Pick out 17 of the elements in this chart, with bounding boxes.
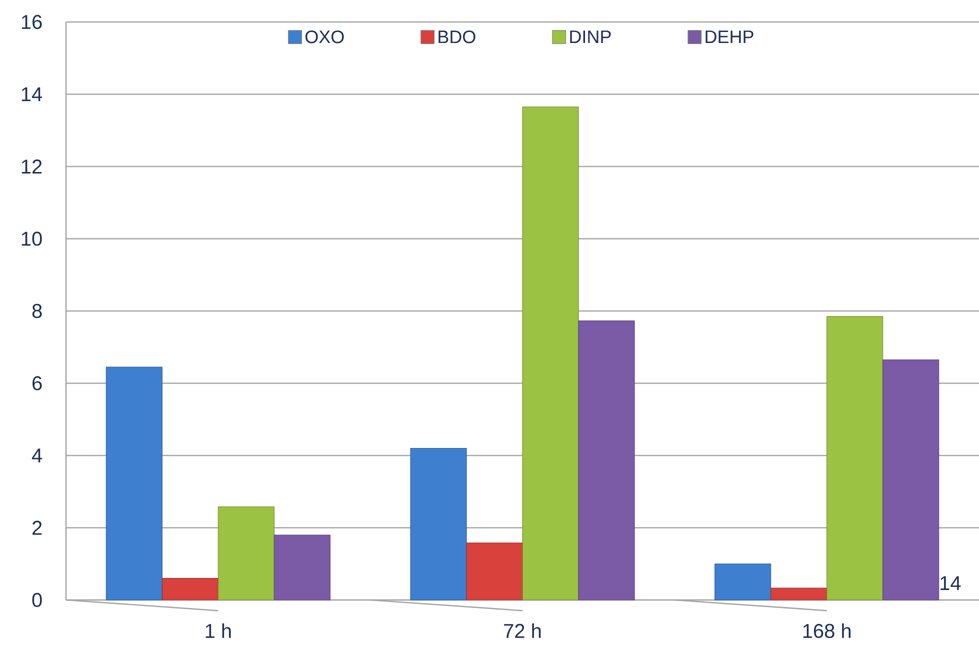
x-tick-label: 168 h — [803, 623, 851, 638]
legend-label: OXO — [305, 30, 344, 44]
x-tick-label: 1 h — [206, 623, 231, 638]
y-tick-label: 6 — [32, 376, 42, 390]
legend-label: DEHP — [706, 30, 754, 43]
y-tick-label: 16 — [22, 14, 42, 30]
y-tick-label: 0 — [32, 592, 42, 608]
y-tick-label: 14 — [22, 87, 42, 102]
annotation: 14 — [940, 576, 961, 590]
y-tick-label: 2 — [32, 520, 42, 535]
x-tick-label: 72 h — [504, 623, 541, 638]
y-tick-label: 4 — [32, 448, 42, 462]
legend-label: DINP — [570, 30, 611, 43]
y-tick-label: 8 — [32, 304, 42, 318]
y-tick-label: 12 — [22, 160, 42, 174]
y-tick-label: 10 — [22, 232, 42, 246]
legend-label: BDO — [438, 30, 476, 44]
